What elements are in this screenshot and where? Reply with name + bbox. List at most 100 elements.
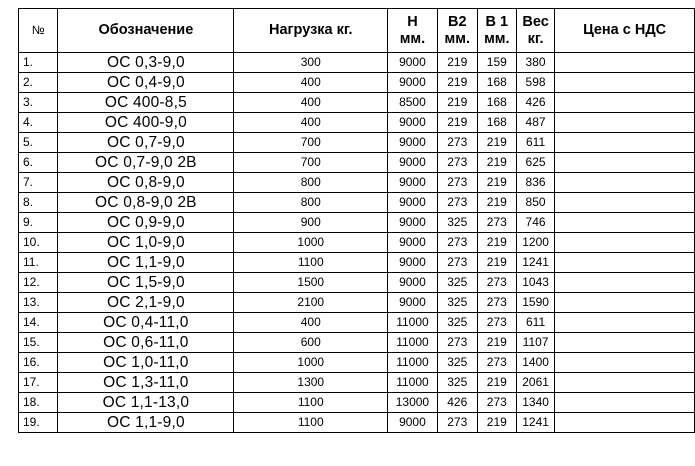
row-number: 15. xyxy=(17,332,59,353)
b2-cell: 219 xyxy=(436,52,478,73)
b1-cell: 273 xyxy=(476,292,517,313)
b2-cell: 273 xyxy=(436,132,478,153)
weight-cell: 1340 xyxy=(515,392,556,413)
price-cell xyxy=(554,132,695,153)
table-row: 6. ОС 0,7-9,0 2В 700 9000 273 219 625 xyxy=(17,152,695,173)
weight-cell: 746 xyxy=(515,212,556,233)
designation-cell: ОС 0,8-9,0 xyxy=(57,172,235,193)
designation-cell: ОС 0,4-11,0 xyxy=(57,312,235,333)
row-number: 7. xyxy=(17,172,59,193)
price-cell xyxy=(554,352,695,373)
load-cell: 800 xyxy=(233,192,389,213)
table-row: 14. ОС 0,4-11,0 400 11000 325 273 611 xyxy=(17,312,695,333)
weight-cell: 426 xyxy=(515,92,556,113)
height-cell: 9000 xyxy=(387,172,438,193)
price-cell xyxy=(554,192,695,213)
height-cell: 9000 xyxy=(387,72,438,93)
weight-cell: 1043 xyxy=(515,272,556,293)
header-b2: В2 мм. xyxy=(436,8,478,53)
load-cell: 800 xyxy=(233,172,389,193)
height-cell: 9000 xyxy=(387,412,438,433)
b1-cell: 219 xyxy=(476,332,517,353)
weight-cell: 487 xyxy=(515,112,556,133)
b1-cell: 168 xyxy=(476,92,517,113)
height-cell: 9000 xyxy=(387,132,438,153)
designation-cell: ОС 400-9,0 xyxy=(57,112,235,133)
table-row: 9. ОС 0,9-9,0 900 9000 325 273 746 xyxy=(17,212,695,233)
b1-cell: 273 xyxy=(476,212,517,233)
load-cell: 700 xyxy=(233,152,389,173)
load-cell: 1100 xyxy=(233,252,389,273)
price-cell xyxy=(554,172,695,193)
table-body: 1. ОС 0,3-9,0 300 9000 219 159 380 2. ОС 0,4-9,0… xyxy=(17,52,695,433)
table-row: 2. ОС 0,4-9,0 400 9000 219 168 598 xyxy=(17,72,695,93)
row-number: 18. xyxy=(17,392,59,413)
designation-cell: ОС 0,8-9,0 2В xyxy=(57,192,235,213)
weight-cell: 625 xyxy=(515,152,556,173)
header-number: № xyxy=(17,8,59,53)
weight-cell: 1107 xyxy=(515,332,556,353)
height-cell: 11000 xyxy=(387,372,438,393)
price-cell xyxy=(554,252,695,273)
b1-cell: 219 xyxy=(476,232,517,253)
weight-cell: 1241 xyxy=(515,252,556,273)
height-cell: 8500 xyxy=(387,92,438,113)
table-row: 11. ОС 1,1-9,0 1100 9000 273 219 1241 xyxy=(17,252,695,273)
row-number: 3. xyxy=(17,92,59,113)
header-weight: Вес кг. xyxy=(515,8,556,53)
price-cell xyxy=(554,412,695,433)
designation-cell: ОС 0,4-9,0 xyxy=(57,72,235,93)
b2-cell: 325 xyxy=(436,372,478,393)
table-row: 18. ОС 1,1-13,0 1100 13000 426 273 1340 xyxy=(17,392,695,413)
weight-cell: 598 xyxy=(515,72,556,93)
row-number: 17. xyxy=(17,372,59,393)
price-cell xyxy=(554,112,695,133)
table-row: 7. ОС 0,8-9,0 800 9000 273 219 836 xyxy=(17,172,695,193)
b2-cell: 325 xyxy=(436,272,478,293)
b1-cell: 273 xyxy=(476,352,517,373)
header-price: Цена с НДС xyxy=(554,8,695,53)
b2-cell: 219 xyxy=(436,72,478,93)
b2-cell: 273 xyxy=(436,232,478,253)
row-number: 14. xyxy=(17,312,59,333)
height-cell: 13000 xyxy=(387,392,438,413)
b2-cell: 273 xyxy=(436,172,478,193)
table-row: 4. ОС 400-9,0 400 9000 219 168 487 xyxy=(17,112,695,133)
table-row: 3. ОС 400-8,5 400 8500 219 168 426 xyxy=(17,92,695,113)
price-cell xyxy=(554,72,695,93)
height-cell: 9000 xyxy=(387,292,438,313)
row-number: 16. xyxy=(17,352,59,373)
b1-cell: 219 xyxy=(476,192,517,213)
price-cell xyxy=(554,52,695,73)
b1-cell: 273 xyxy=(476,392,517,413)
row-number: 1. xyxy=(17,52,59,73)
designation-cell: ОС 1,0-9,0 xyxy=(57,232,235,253)
b1-cell: 219 xyxy=(476,132,517,153)
row-number: 4. xyxy=(17,112,59,133)
b2-cell: 325 xyxy=(436,212,478,233)
b2-cell: 325 xyxy=(436,352,478,373)
b1-cell: 219 xyxy=(476,172,517,193)
b2-cell: 219 xyxy=(436,112,478,133)
load-cell: 400 xyxy=(233,72,389,93)
row-number: 2. xyxy=(17,72,59,93)
designation-cell: ОС 0,7-9,0 2В xyxy=(57,152,235,173)
price-cell xyxy=(554,272,695,293)
load-cell: 2100 xyxy=(233,292,389,313)
designation-cell: ОС 0,3-9,0 xyxy=(57,52,235,73)
price-cell xyxy=(554,292,695,313)
height-cell: 9000 xyxy=(387,112,438,133)
designation-cell: ОС 1,1-13,0 xyxy=(57,392,235,413)
b2-cell: 426 xyxy=(436,392,478,413)
designation-cell: ОС 0,6-11,0 xyxy=(57,332,235,353)
designation-cell: ОС 400-8,5 xyxy=(57,92,235,113)
weight-cell: 611 xyxy=(515,312,556,333)
b1-cell: 219 xyxy=(476,372,517,393)
load-cell: 1500 xyxy=(233,272,389,293)
height-cell: 9000 xyxy=(387,152,438,173)
table-row: 5. ОС 0,7-9,0 700 9000 273 219 611 xyxy=(17,132,695,153)
weight-cell: 836 xyxy=(515,172,556,193)
header-load: Нагрузка кг. xyxy=(233,8,389,53)
